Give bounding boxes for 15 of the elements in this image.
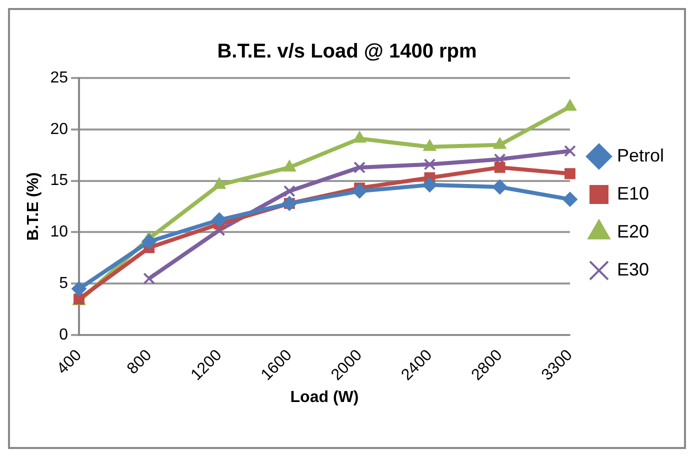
y-tick-label: 20 <box>50 120 68 138</box>
y-tick-label: 5 <box>59 275 68 292</box>
y-tick-label: 0 <box>59 326 68 344</box>
legend-label: E30 <box>616 259 650 280</box>
legend-label: Petrol <box>616 145 664 166</box>
y-tick-label: 25 <box>50 69 68 86</box>
legend-label: E10 <box>616 183 650 204</box>
legend-label: E20 <box>616 221 650 242</box>
chart-title: B.T.E. v/s Load @ 1400 rpm <box>217 40 477 63</box>
x-tick-label: 400 <box>54 346 86 378</box>
x-tick-label: 800 <box>124 346 156 378</box>
y-tick-label: 10 <box>50 224 68 241</box>
x-axis-title: Load (W) <box>290 388 359 406</box>
y-tick-label: 15 <box>50 172 68 190</box>
y-axis-title: B.T.E (%) <box>25 172 42 241</box>
